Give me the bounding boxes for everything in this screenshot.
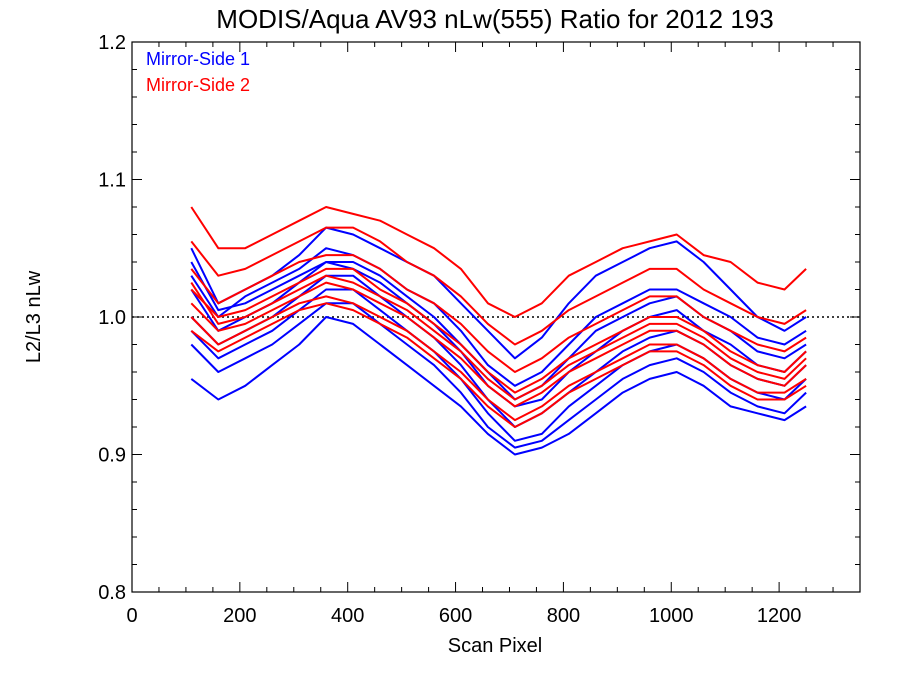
tick-labels: 0 200 400 600 800 1000 1200 0.8 0.9 1.0 1.1 1.2 [98, 32, 801, 627]
legend-entry: Mirror-Side 2 [146, 75, 250, 95]
plot-frame [131, 41, 861, 593]
y-tick-label: 0.9 [98, 445, 126, 467]
series-line-mirror-side-1 [190, 247, 807, 387]
x-axis-label: Scan Pixel [448, 635, 543, 657]
x-tick-label: 0 [126, 605, 137, 627]
series-line-mirror-side-1 [190, 226, 807, 360]
y-tick-label: 1.1 [98, 170, 126, 192]
series-line-mirror-side-2 [190, 295, 807, 422]
chart-title: MODIS/Aqua AV93 nLw(555) Ratio for 2012 … [216, 4, 773, 34]
series-line-mirror-side-2 [190, 206, 807, 318]
x-tick-label: 200 [223, 605, 256, 627]
y-tick-label: 1.2 [98, 32, 126, 54]
x-tick-label: 400 [331, 605, 364, 627]
series-line-mirror-side-2 [190, 267, 807, 394]
legend-entry: Mirror-Side 1 [146, 49, 250, 69]
series-group [190, 206, 807, 456]
y-tick-label: 0.8 [98, 582, 126, 604]
x-tick-label: 600 [439, 605, 472, 627]
series-line-mirror-side-1 [190, 316, 807, 456]
x-tick-label: 1000 [649, 605, 694, 627]
y-tick-label: 1.0 [98, 307, 126, 329]
series-line-mirror-side-2 [190, 302, 807, 428]
y-axis-label: L2/L3 nLw [23, 270, 45, 363]
legend: Mirror-Side 1 Mirror-Side 2 [146, 49, 250, 95]
series-line-mirror-side-2 [190, 254, 807, 373]
series-line-mirror-side-2 [190, 281, 807, 408]
x-tick-label: 800 [547, 605, 580, 627]
x-tick-label: 1200 [757, 605, 802, 627]
series-line-mirror-side-2 [190, 226, 807, 346]
series-line-mirror-side-1 [190, 302, 807, 449]
series-line-mirror-side-2 [190, 274, 807, 401]
